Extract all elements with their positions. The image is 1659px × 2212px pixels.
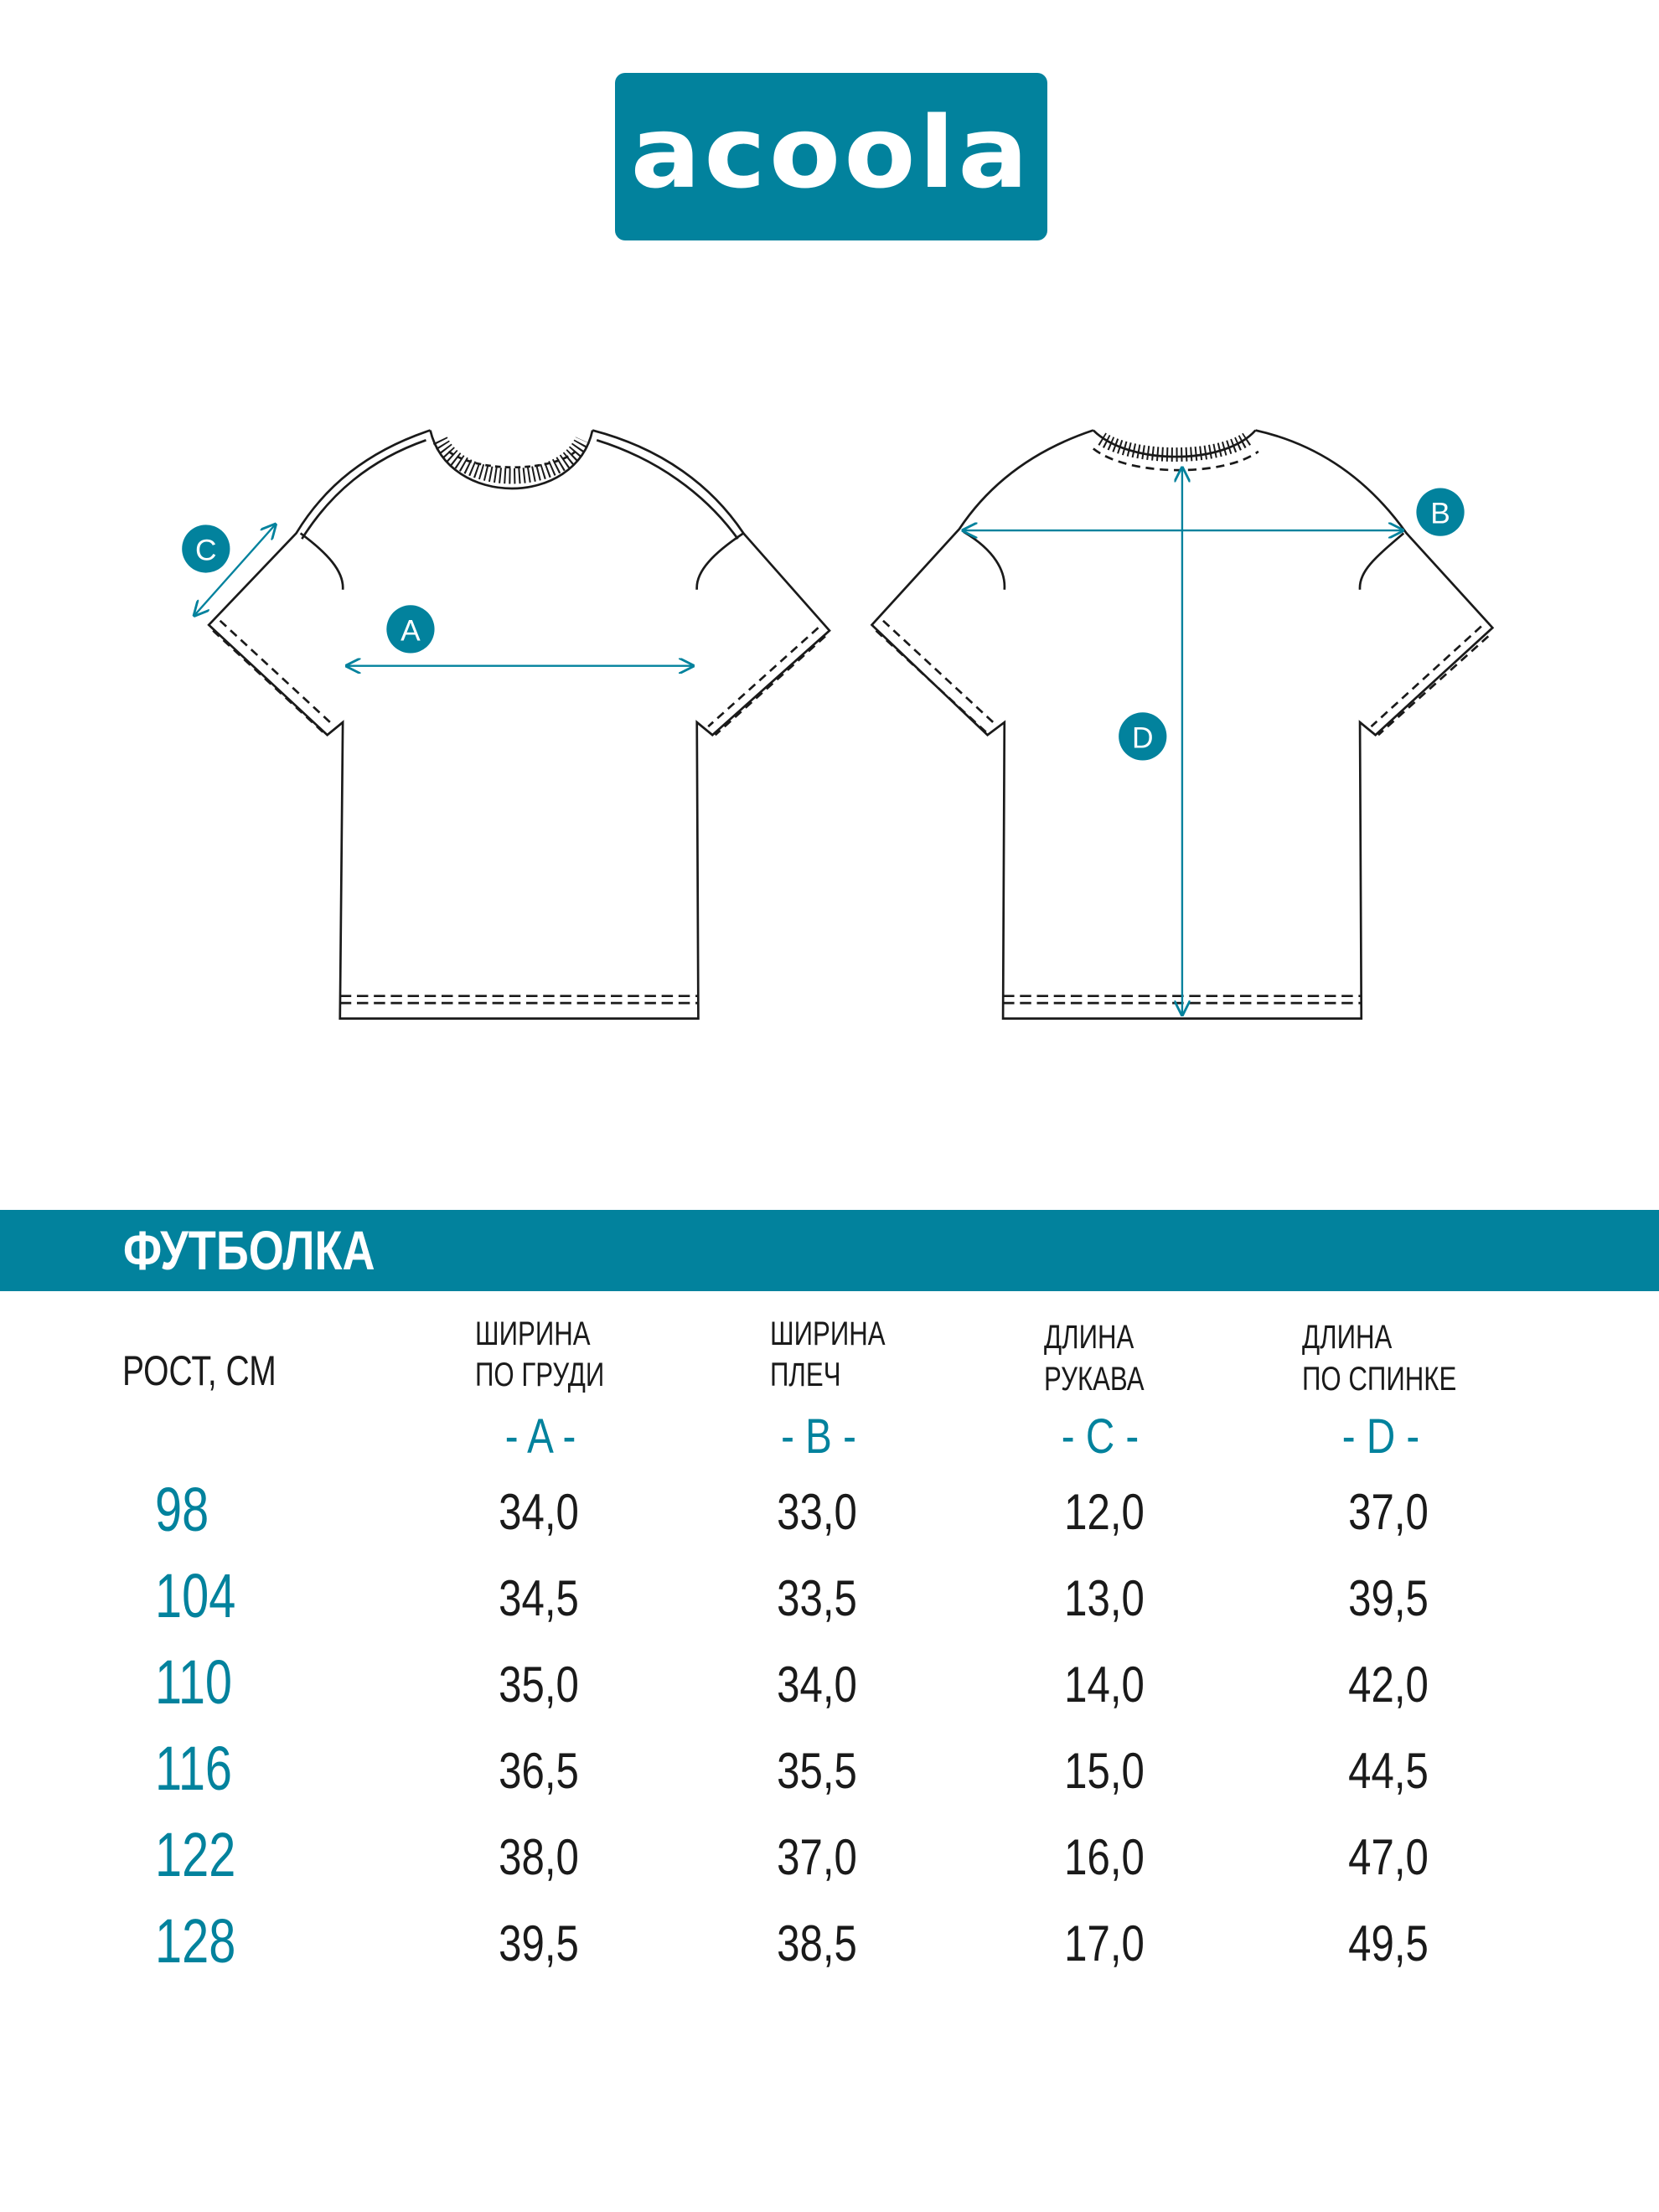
col-d-line2: ПО СПИНКЕ <box>1302 1361 1457 1398</box>
value-cell: 33,0 <box>777 1484 857 1540</box>
arrow-c <box>194 525 275 615</box>
measurement-arrows <box>194 468 1402 1015</box>
section-header-band: ФУТБОЛКА <box>0 1210 1659 1291</box>
col-b-line2: ПЛЕЧ <box>770 1357 841 1393</box>
col-a-line2: ПО ГРУДИ <box>475 1357 605 1393</box>
value-cell: 12,0 <box>1064 1484 1145 1540</box>
value-cell: 13,0 <box>1064 1570 1145 1626</box>
value-cell: 35,0 <box>499 1656 579 1713</box>
marker-d: D <box>1119 712 1167 761</box>
svg-text:D: D <box>1132 721 1154 754</box>
svg-text:B: B <box>1430 498 1450 530</box>
value-cell: 47,0 <box>1348 1829 1429 1885</box>
col-a-line1: ШИРИНА <box>475 1315 591 1352</box>
value-cell: 49,5 <box>1348 1915 1429 1972</box>
col-c-line1: ДЛИНА <box>1044 1319 1134 1356</box>
value-cell: 34,5 <box>499 1570 579 1626</box>
marker-b: B <box>1416 488 1465 536</box>
size-cell: 128 <box>155 1906 236 1976</box>
size-cell: 110 <box>155 1647 233 1717</box>
col-b-line1: ШИРИНА <box>770 1315 886 1352</box>
col-c-letter: - C - <box>1061 1409 1140 1464</box>
value-cell: 39,5 <box>499 1915 579 1972</box>
col-d-letter: - D - <box>1341 1409 1420 1464</box>
value-cell: 34,0 <box>499 1484 579 1540</box>
size-cell: 116 <box>155 1734 233 1803</box>
value-cell: 36,5 <box>499 1743 579 1799</box>
col-c-line2: РУКАВА <box>1044 1361 1145 1398</box>
col-b-letter: - B - <box>781 1409 856 1464</box>
svg-text:C: C <box>195 534 217 566</box>
tshirt-front <box>207 429 831 1020</box>
value-cell: 39,5 <box>1348 1570 1429 1626</box>
value-cell: 37,0 <box>777 1829 857 1885</box>
value-cell: 35,5 <box>777 1743 857 1799</box>
row-header-height: РОСТ, СМ <box>122 1347 276 1394</box>
logo-text: acoola <box>630 95 1032 210</box>
svg-text:A: A <box>401 614 421 647</box>
product-title: ФУТБОЛКА <box>123 1219 375 1281</box>
brand-logo: acoola <box>615 73 1047 240</box>
value-cell: 16,0 <box>1064 1829 1145 1885</box>
size-cell: 122 <box>155 1820 236 1889</box>
value-cell: 15,0 <box>1064 1743 1145 1799</box>
value-cell: 37,0 <box>1348 1484 1429 1540</box>
size-cell: 104 <box>155 1561 236 1631</box>
value-cell: 14,0 <box>1064 1656 1145 1713</box>
value-cell: 33,5 <box>777 1570 857 1626</box>
value-cell: 17,0 <box>1064 1915 1145 1972</box>
size-cell: 98 <box>155 1475 209 1544</box>
value-cell: 38,5 <box>777 1915 857 1972</box>
col-a-letter: - A - <box>504 1409 576 1464</box>
marker-c: C <box>182 525 230 573</box>
value-cell: 42,0 <box>1348 1656 1429 1713</box>
value-cell: 34,0 <box>777 1656 857 1713</box>
marker-a: A <box>386 605 435 654</box>
col-d-line1: ДЛИНА <box>1302 1319 1393 1356</box>
value-cell: 38,0 <box>499 1829 579 1885</box>
value-cell: 44,5 <box>1348 1743 1429 1799</box>
